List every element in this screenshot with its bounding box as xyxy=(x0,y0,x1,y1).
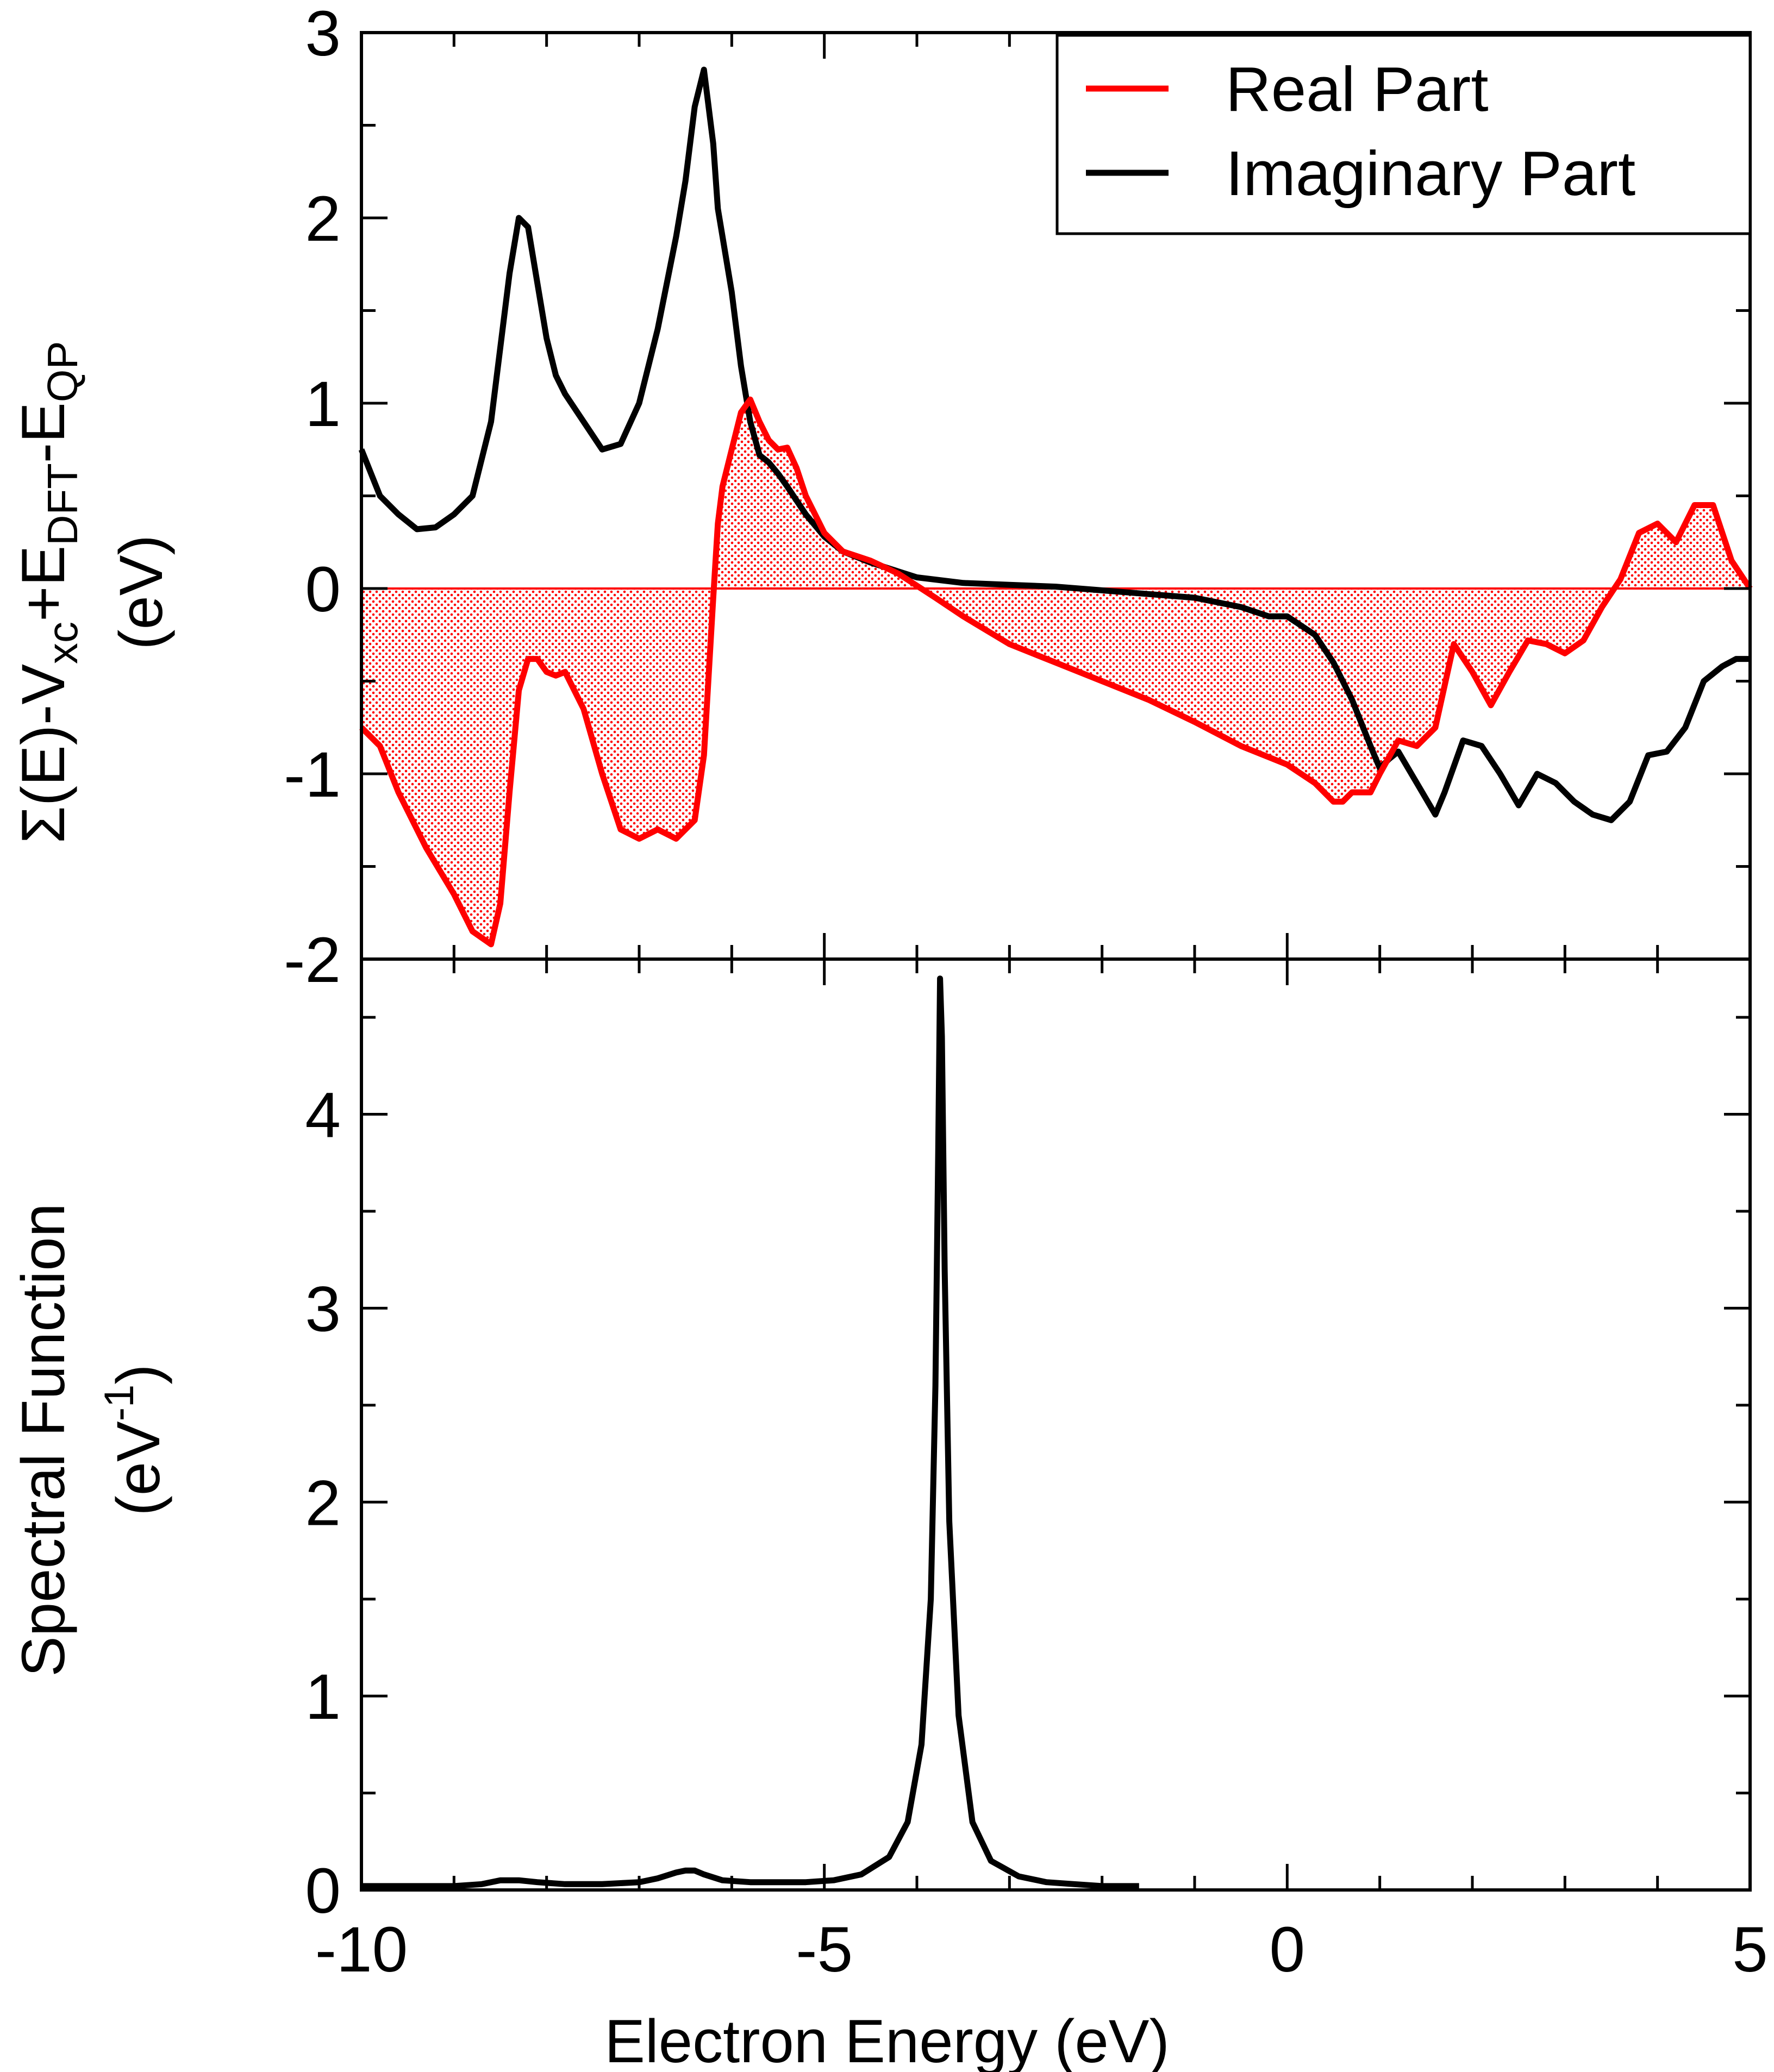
legend-label-imaginary: Imaginary Part xyxy=(1226,138,1635,209)
top-axis-ticks: -2 -1 0 1 2 3 xyxy=(284,0,1752,996)
top-y-tick-label: 0 xyxy=(305,554,341,625)
top-y-tick-label: 2 xyxy=(305,183,341,255)
real-part-line xyxy=(359,396,1753,948)
bottom-axis-ticks: 0 1 2 3 4 -10 -5 0 5 xyxy=(305,959,1768,1986)
bottom-y-tick-label: 0 xyxy=(305,1855,341,1927)
bottom-y-axis-label-line2: (eV-1) xyxy=(96,1364,172,1516)
x-axis-label: Electron Energy (eV) xyxy=(604,2007,1170,2072)
spectral-function-line xyxy=(361,975,1139,1889)
legend-box xyxy=(1055,34,1752,235)
legend: Real Part Imaginary Part xyxy=(1055,34,1752,235)
top-y-tick-label: -2 xyxy=(284,924,341,996)
bottom-x-tick-label: 5 xyxy=(1732,1914,1768,1986)
spectral-function-panel: 0 1 2 3 4 -10 -5 0 5 xyxy=(305,957,1768,1986)
top-y-tick-label: 1 xyxy=(305,368,341,440)
bottom-y-tick-label: 3 xyxy=(305,1273,341,1345)
top-y-axis-label: Σ(E)-Vxc+EDFT-EQP (eV) xyxy=(9,341,175,844)
top-y-axis-label-line2: (eV) xyxy=(107,535,175,650)
bottom-y-tick-label: 1 xyxy=(305,1661,341,1733)
top-y-axis-label-line1: Σ(E)-Vxc+EDFT-EQP xyxy=(9,341,86,844)
bottom-y-tick-label: 2 xyxy=(305,1467,341,1539)
bottom-x-tick-label: -10 xyxy=(315,1914,408,1986)
bottom-x-tick-label: -5 xyxy=(796,1914,853,1986)
self-energy-panel: -2 -1 0 1 2 3 xyxy=(284,0,1753,996)
real-part-fill-area xyxy=(361,399,1750,944)
bottom-y-tick-label: 4 xyxy=(305,1080,341,1151)
bottom-plot-frame xyxy=(360,957,1752,1892)
bottom-y-axis-label: Spectral Function (eV-1) xyxy=(9,1203,172,1677)
top-y-tick-label: -1 xyxy=(284,739,341,811)
bottom-x-tick-label: 0 xyxy=(1270,1914,1305,1986)
bottom-y-axis-label-line1: Spectral Function xyxy=(9,1203,77,1677)
top-y-tick-label: 3 xyxy=(305,0,341,70)
legend-label-real: Real Part xyxy=(1226,54,1489,124)
